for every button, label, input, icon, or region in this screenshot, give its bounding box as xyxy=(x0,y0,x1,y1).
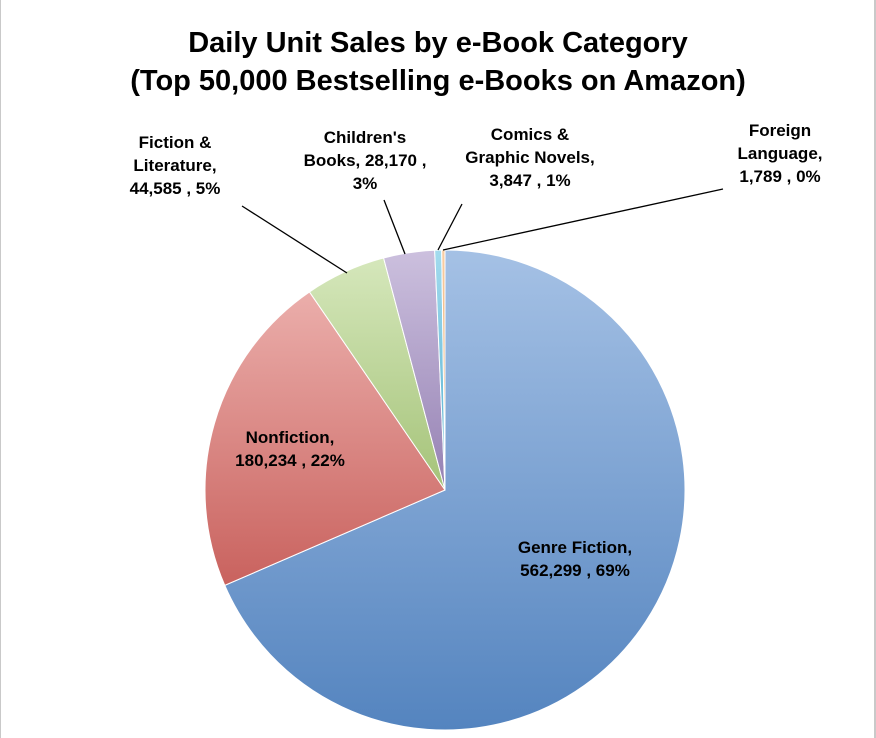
data-label-line: 3,847 , 1% xyxy=(489,171,570,190)
chart-title-line-2: (Top 50,000 Bestselling e-Books on Amazo… xyxy=(130,65,746,97)
data-label-line: Children's xyxy=(324,128,406,147)
data-label-genre-fiction: Genre Fiction, 562,299 , 69% xyxy=(518,538,632,580)
data-label-children-s-books: Children's Books, 28,170 , 3% xyxy=(304,128,427,193)
data-label-line: Books, 28,170 , xyxy=(304,151,427,170)
leader-line-fiction-literature xyxy=(241,205,348,274)
data-label-fiction-literature: Fiction & Literature, 44,585 , 5% xyxy=(130,133,221,198)
data-label-comics-graphic-novels: Comics & Graphic Novels, 3,847 , 1% xyxy=(465,125,594,190)
leader-line-children-s-books xyxy=(383,199,406,255)
left-border xyxy=(0,0,1,738)
data-label-line: 44,585 , 5% xyxy=(130,179,221,198)
data-label-nonfiction: Nonfiction, 180,234 , 22% xyxy=(235,428,345,470)
data-label-line: Comics & xyxy=(491,125,569,144)
leader-line-comics-graphic-novels xyxy=(437,203,463,251)
data-label-line: 180,234 , 22% xyxy=(235,451,345,470)
data-label-line: Foreign xyxy=(749,121,811,140)
data-label-line: Nonfiction, xyxy=(246,428,335,447)
data-label-line: Fiction & xyxy=(139,133,212,152)
data-label-line: 1,789 , 0% xyxy=(739,167,820,186)
leader-line-foreign-language xyxy=(442,188,724,251)
data-label-line: Graphic Novels, xyxy=(465,148,594,167)
data-label-line: 3% xyxy=(353,174,378,193)
pie-slice-genre-fiction xyxy=(224,249,686,731)
chart-title-line-1: Daily Unit Sales by e-Book Category xyxy=(188,27,688,59)
pie-slice-nonfiction xyxy=(204,291,446,587)
data-label-line: 562,299 , 69% xyxy=(520,561,630,580)
data-label-line: Genre Fiction, xyxy=(518,538,632,557)
data-label-line: Literature, xyxy=(133,156,216,175)
data-label-line: Language, xyxy=(737,144,822,163)
data-label-foreign-language: Foreign Language, 1,789 , 0% xyxy=(737,121,822,186)
right-border xyxy=(874,0,876,738)
chart-title: Daily Unit Sales by e-Book Category (Top… xyxy=(130,27,746,97)
